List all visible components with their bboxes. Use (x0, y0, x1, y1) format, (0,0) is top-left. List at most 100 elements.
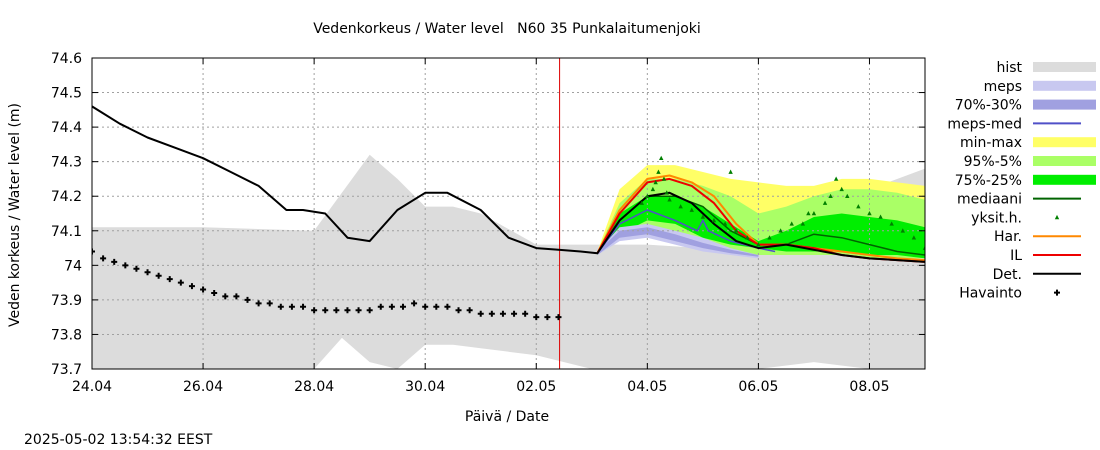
legend-swatch (1054, 214, 1060, 220)
point-havainto (455, 307, 462, 314)
y-tick-label: 74.5 (51, 86, 82, 102)
point-yksit-h (745, 235, 750, 240)
band-hist (92, 154, 925, 369)
legend-label: yksit.h. (971, 210, 1022, 226)
legend-label: min-max (960, 135, 1022, 151)
point-havainto (244, 296, 251, 303)
band-75-25- (597, 196, 925, 259)
point-havainto (466, 307, 473, 314)
legend-swatch (1033, 156, 1096, 166)
point-havainto (122, 262, 129, 269)
chart-title: Vedenkorkeus / Water level N60 35 Punkal… (313, 21, 701, 37)
point-havainto (422, 303, 429, 310)
y-tick-label: 73.8 (51, 327, 82, 343)
point-havainto (222, 293, 229, 300)
timestamp: 2025-05-02 13:54:32 EEST (24, 432, 213, 448)
plot-area (92, 58, 925, 369)
point-yksit-h (911, 235, 917, 240)
point-havainto (177, 279, 184, 286)
point-havainto (411, 300, 418, 307)
point-havainto (477, 310, 484, 317)
point-havainto (388, 303, 395, 310)
point-yksit-h (678, 204, 683, 209)
y-tick-label: 74.1 (51, 224, 82, 240)
point-yksit-h (645, 193, 650, 199)
legend-label: 95%-5% (964, 154, 1022, 170)
point-yksit-h (667, 197, 672, 202)
x-tick-label: 28.04 (294, 379, 334, 395)
point-yksit-h (653, 179, 658, 185)
x-tick-label: 08.05 (849, 379, 889, 395)
point-havainto (544, 314, 551, 321)
x-tick-label: 02.05 (516, 379, 556, 395)
point-yksit-h (700, 214, 706, 219)
point-yksit-h (889, 221, 894, 226)
point-yksit-h (839, 186, 844, 192)
point-yksit-h (756, 242, 761, 247)
point-havainto (233, 293, 240, 300)
point-havainto (322, 307, 329, 314)
point-yksit-h (828, 193, 833, 199)
point-yksit-h (922, 245, 925, 250)
axes: 24.04 26.04 28.04 30.04 02.05 04.05 06.05 08.05… (51, 51, 926, 395)
legend-swatch (1033, 99, 1096, 110)
point-yksit-h (878, 214, 883, 219)
point-havainto (444, 303, 451, 310)
point-yksit-h (789, 221, 794, 226)
point-yksit-h (722, 221, 728, 226)
point-havainto (288, 303, 295, 310)
legend-swatch (1033, 80, 1096, 91)
legend-label: Det. (993, 267, 1022, 283)
x-tick-label: 30.04 (405, 379, 445, 395)
legend-label: 75%-25% (955, 173, 1022, 189)
legend-label: meps-med (947, 116, 1022, 132)
point-havainto (533, 314, 540, 321)
y-tick-label: 74.3 (51, 155, 82, 171)
series-line-har- (596, 174, 925, 262)
point-havainto (211, 289, 218, 296)
legend: hist meps 70%-30% meps-med min-max 95%-5% 75%-… (947, 60, 1096, 302)
legend-label: Har. (994, 229, 1022, 245)
point-havainto (366, 307, 373, 314)
series-line-det- (92, 105, 925, 263)
point-havainto (133, 265, 140, 272)
point-havainto (100, 255, 107, 262)
point-yksit-h (664, 190, 669, 195)
x-axis-label: Päivä / Date (465, 409, 549, 425)
plot-content (92, 58, 925, 369)
y-tick-label: 73.7 (51, 362, 82, 378)
point-yksit-h (856, 204, 861, 209)
point-havainto (277, 303, 284, 310)
point-yksit-h (800, 221, 806, 226)
legend-swatch (1033, 174, 1096, 185)
point-havainto (555, 314, 562, 321)
point-havainto (377, 303, 384, 310)
point-havainto (311, 307, 318, 314)
legend-label: 70%-30% (955, 98, 1022, 114)
legend-swatch (1054, 289, 1060, 296)
x-tick-label: 04.05 (627, 379, 667, 395)
point-havainto (499, 310, 506, 317)
point-havainto (344, 307, 351, 314)
y-axis-label: Veden korkeus / Water level (m) (7, 103, 23, 327)
point-yksit-h (733, 228, 739, 233)
point-havainto (300, 303, 307, 310)
point-havainto (399, 303, 406, 310)
point-yksit-h (900, 228, 905, 233)
legend-label: mediaani (957, 192, 1022, 208)
point-yksit-h (833, 176, 839, 181)
point-yksit-h (867, 211, 872, 216)
point-yksit-h (659, 155, 664, 161)
point-yksit-h (639, 200, 644, 205)
point-havainto (92, 248, 95, 255)
legend-label: Havainto (959, 286, 1022, 302)
y-tick-label: 74 (64, 258, 82, 274)
legend-label: hist (996, 60, 1022, 76)
point-yksit-h (767, 235, 772, 240)
point-yksit-h (822, 200, 828, 205)
point-yksit-h (661, 176, 667, 181)
point-havainto (255, 300, 262, 307)
legend-label: meps (984, 79, 1022, 95)
band-70-30- (597, 227, 759, 257)
